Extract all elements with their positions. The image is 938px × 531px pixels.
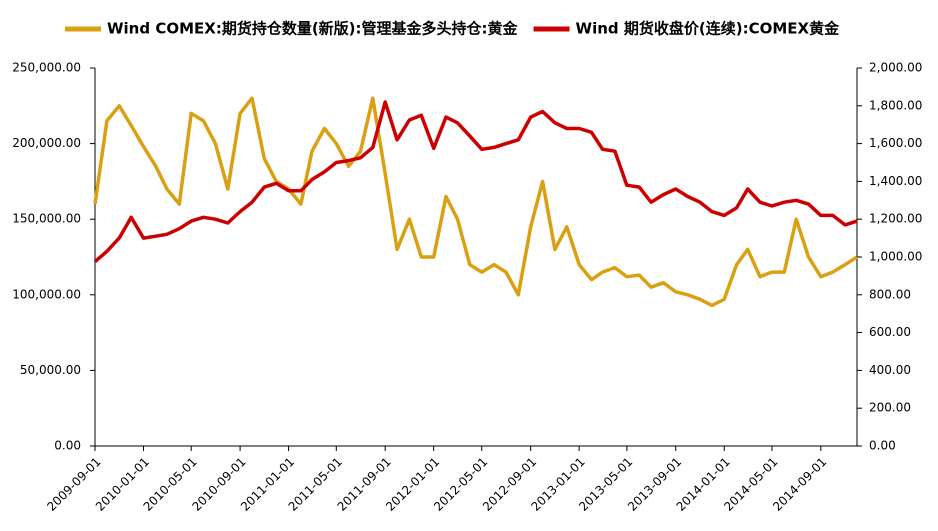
y-tick-label: 0.00 [54,439,81,453]
y-tick-label: 250,000.00 [12,61,81,75]
y2-tick-label: 600.00 [869,325,911,339]
y-tick-label: 50,000.00 [20,363,81,377]
y2-tick-label: 400.00 [869,363,911,377]
y2-tick-label: 2,000.00 [869,61,922,75]
legend-label: Wind COMEX:期货持仓数量(新版):管理基金多头持仓:黄金 [107,20,519,38]
series-line [93,96,858,308]
y2-tick-label: 800.00 [869,287,911,301]
y2-tick-label: 0.00 [869,439,896,453]
y2-tick-label: 1,600.00 [869,136,922,150]
legend-label: Wind 期货收盘价(连续):COMEX黄金 [576,20,841,38]
y2-tick-label: 1,800.00 [869,98,922,112]
y-tick-label: 100,000.00 [12,287,81,301]
y2-tick-label: 1,200.00 [869,212,922,226]
series-line [93,100,858,264]
y2-tick-label: 1,400.00 [869,174,922,188]
y2-tick-label: 1,000.00 [869,250,922,264]
y2-tick-label: 200.00 [869,401,911,415]
y-tick-label: 150,000.00 [12,212,81,226]
y-tick-label: 200,000.00 [12,136,81,150]
